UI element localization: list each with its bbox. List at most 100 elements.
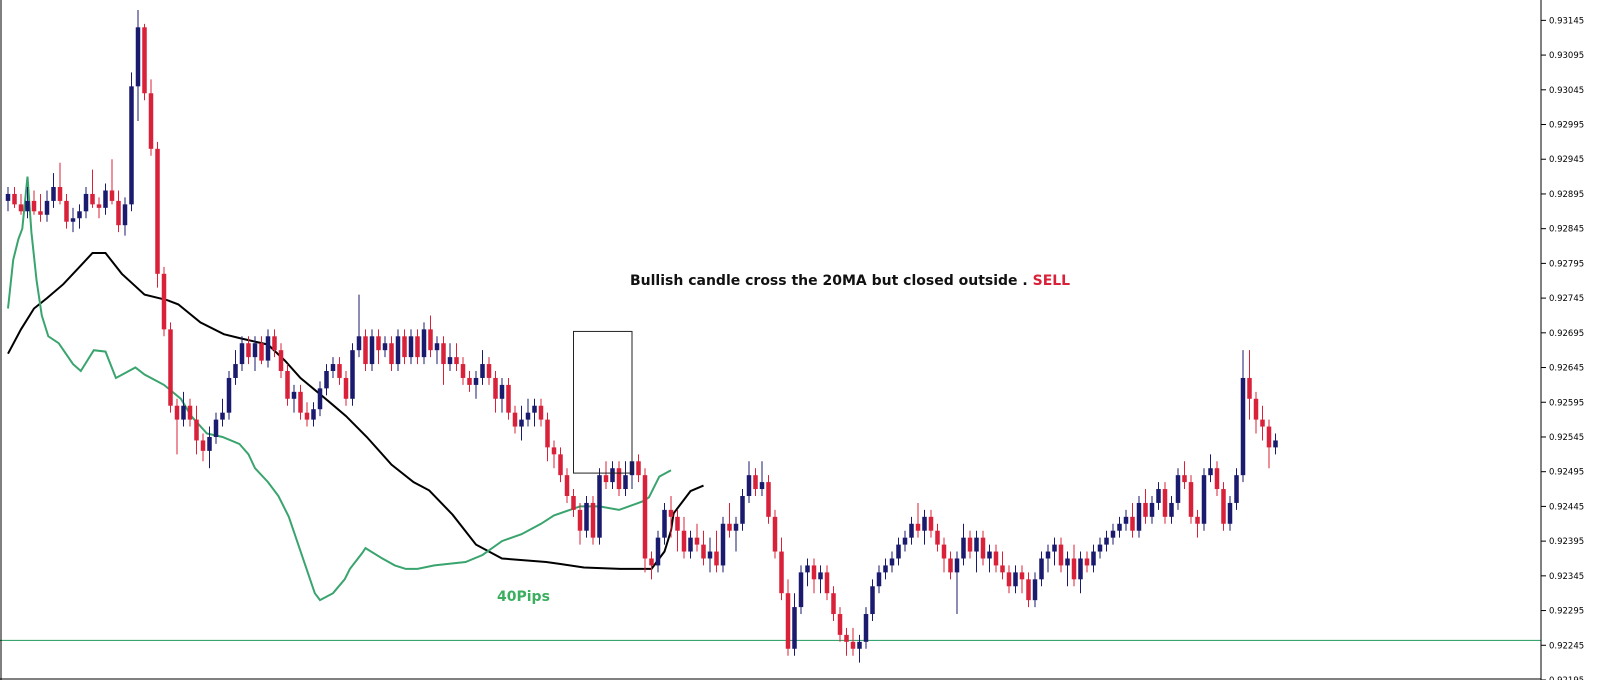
bearish-candle <box>681 516 687 559</box>
bearish-candle <box>1006 565 1012 594</box>
price-tick-label: 0.92345 <box>1549 572 1584 582</box>
bullish-candle <box>51 173 56 208</box>
bearish-candle <box>727 502 732 538</box>
candle-body <box>623 475 628 490</box>
bullish-candle <box>369 329 375 372</box>
candle-body <box>915 523 921 531</box>
candle-body <box>454 357 459 365</box>
price-tick-label: 0.92595 <box>1549 398 1584 408</box>
bullish-candle <box>1052 537 1057 566</box>
bearish-candle <box>824 565 830 601</box>
candle-body <box>259 343 264 361</box>
candle-body <box>168 329 173 406</box>
candle-body <box>1097 544 1103 552</box>
candle-body <box>70 218 76 222</box>
candle-body <box>662 509 667 538</box>
candle-body <box>12 193 17 205</box>
candle-body <box>506 384 511 413</box>
candle-body <box>818 572 823 580</box>
candle-body <box>200 440 206 451</box>
bearish-candle <box>109 159 115 205</box>
candle-body <box>1253 398 1259 420</box>
candle-body <box>116 200 121 226</box>
bullish-candle <box>1273 433 1278 455</box>
candle-body <box>1169 502 1174 517</box>
candle-body <box>889 558 895 566</box>
bullish-candle <box>311 402 316 427</box>
candle-body <box>928 516 934 531</box>
candle-body <box>792 607 797 649</box>
candle-body <box>954 558 960 573</box>
candle-body <box>1104 537 1109 545</box>
bearish-candle <box>642 468 648 573</box>
bearish-candle <box>402 329 407 365</box>
candle-body <box>980 537 986 559</box>
bearish-candle <box>506 377 511 420</box>
candle-body <box>883 565 888 573</box>
bearish-candle <box>564 468 570 503</box>
candle-body <box>291 391 297 399</box>
candle-body <box>1013 572 1018 587</box>
candle-body <box>824 572 830 594</box>
bearish-candle <box>272 329 277 358</box>
candle-body <box>616 468 622 490</box>
candle-body <box>103 190 108 208</box>
price-tick-label: 0.92795 <box>1549 259 1584 269</box>
candle-body <box>935 530 940 545</box>
bullish-candle <box>1097 537 1103 559</box>
bullish-candle <box>1013 565 1018 594</box>
bullish-candle <box>382 336 388 358</box>
bullish-candle <box>792 593 797 656</box>
bullish-candle <box>350 343 355 406</box>
candle-body <box>655 537 661 566</box>
bearish-candle <box>1260 405 1265 441</box>
bearish-candle <box>993 544 999 573</box>
candle-body <box>1214 468 1220 490</box>
bearish-candle <box>753 468 758 496</box>
candle-body <box>772 516 778 552</box>
candle-body <box>233 364 238 378</box>
bullish-candle <box>740 489 745 531</box>
candle-body <box>142 27 147 94</box>
candle-body <box>675 516 680 531</box>
bearish-candle <box>948 551 953 580</box>
candle-body <box>1266 426 1272 448</box>
bearish-candle <box>64 193 69 229</box>
bullish-candle <box>896 537 901 566</box>
annotation-text: Bullish candle cross the 20MA but closed… <box>630 273 1033 289</box>
candle-body <box>1091 551 1096 566</box>
bearish-candle <box>18 193 24 215</box>
bullish-candle <box>720 516 726 573</box>
bullish-candle <box>662 502 667 545</box>
candle-body <box>668 509 674 517</box>
candle-body <box>135 27 141 87</box>
candle-body <box>96 204 102 208</box>
bearish-candle <box>844 627 849 656</box>
candle-body <box>402 336 407 358</box>
candle-body <box>688 537 693 552</box>
candle-body <box>909 523 914 538</box>
candle-body <box>922 516 927 531</box>
bearish-candle <box>57 162 63 205</box>
candle-body <box>701 544 706 559</box>
bearish-candle <box>545 412 550 462</box>
candle-body <box>759 482 765 490</box>
candle-body <box>974 537 979 552</box>
bullish-candle <box>220 398 225 427</box>
candle-body <box>584 502 589 531</box>
bearish-candle <box>1221 482 1226 531</box>
bearish-candle <box>1071 544 1077 587</box>
candle-body <box>252 343 258 358</box>
candle-body <box>564 475 570 496</box>
bullish-candle <box>434 336 440 365</box>
bullish-candle <box>499 377 505 413</box>
bullish-candle <box>44 190 50 222</box>
candle-body <box>1065 558 1070 566</box>
candle-body <box>421 329 427 358</box>
bullish-candle <box>25 187 30 219</box>
candle-body <box>31 200 37 212</box>
candle-body <box>363 336 368 365</box>
candle-body <box>1260 419 1265 427</box>
candle-body <box>740 495 745 524</box>
